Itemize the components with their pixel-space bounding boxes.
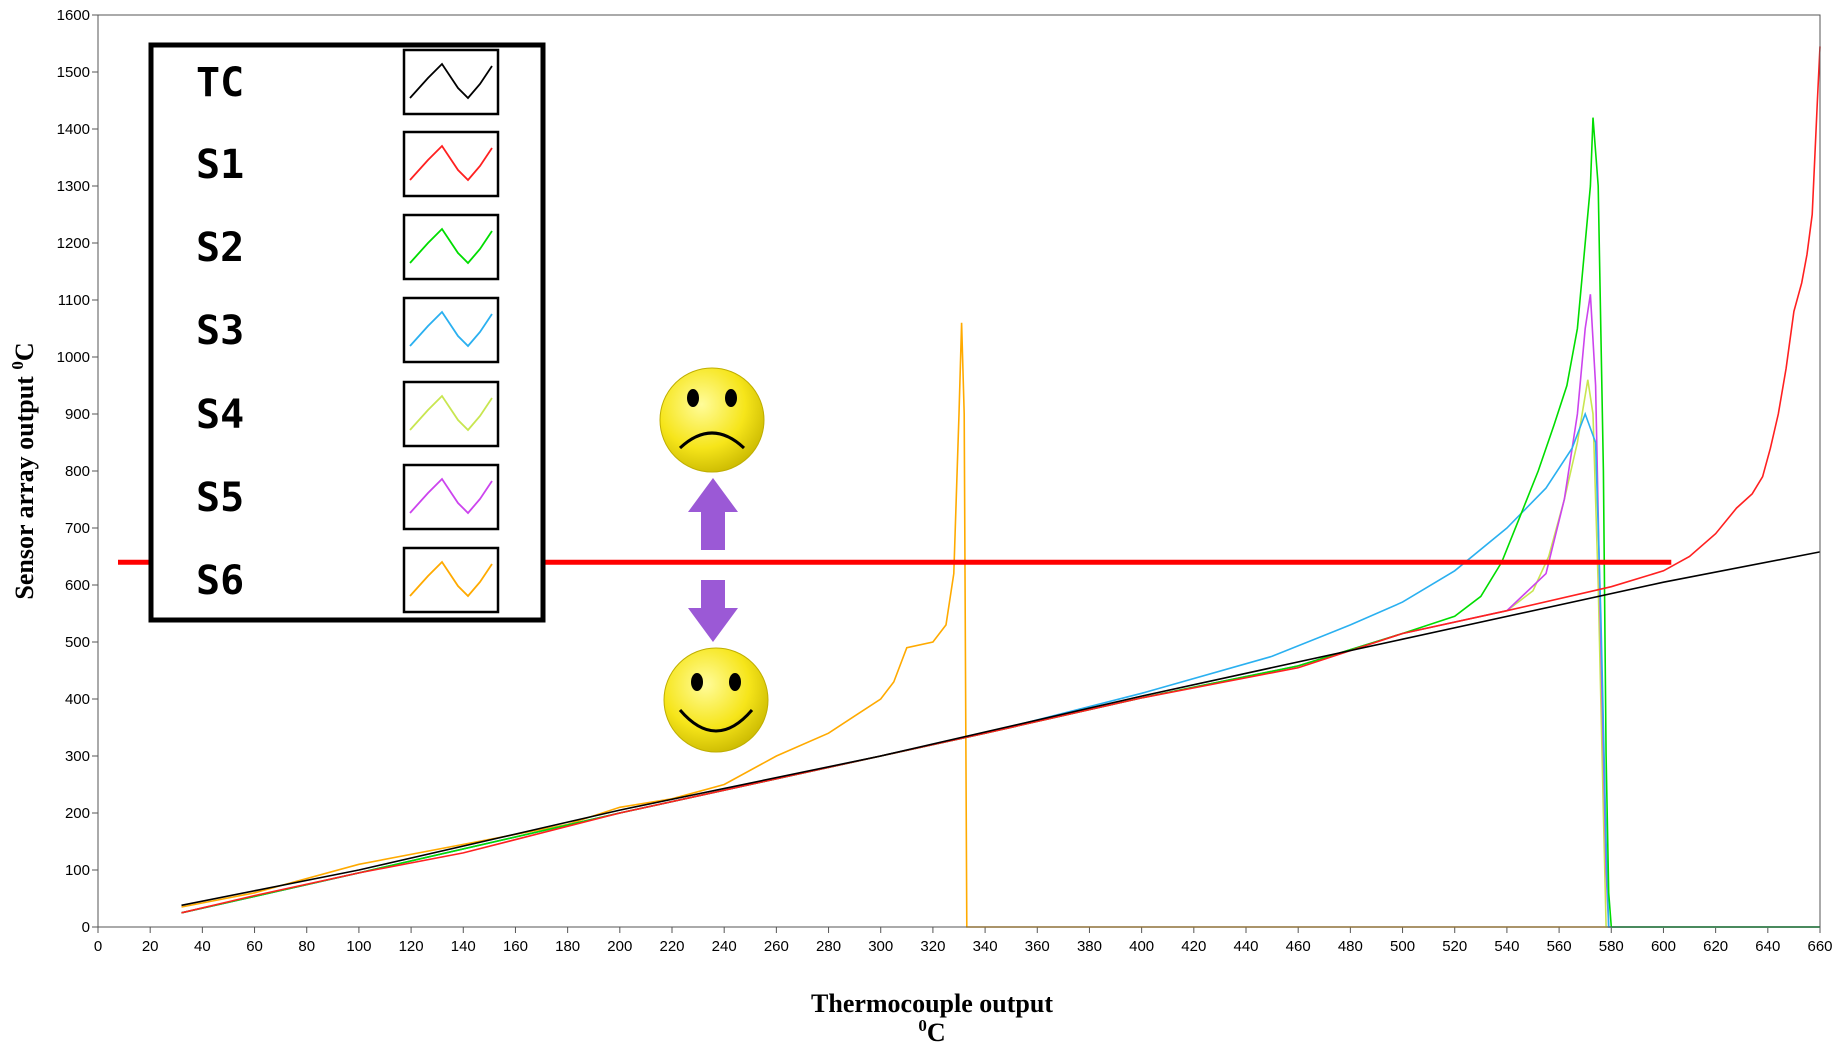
x-tick-label: 400: [1129, 938, 1154, 955]
legend-label-s4: S4: [196, 392, 244, 438]
x-tick-label: 160: [503, 938, 528, 955]
x-tick-label: 560: [1547, 938, 1572, 955]
legend-swatch-box: [402, 546, 500, 614]
legend-swatch-s6: [409, 560, 493, 598]
x-tick-label: 60: [246, 938, 263, 955]
y-tick-label: 200: [65, 805, 90, 822]
legend-label-s1: S1: [196, 142, 244, 188]
x-tick-label: 220: [659, 938, 684, 955]
x-tick-label: 340: [973, 938, 998, 955]
x-tick-label: 140: [451, 938, 476, 955]
y-axis-label-text: Sensor array output: [10, 370, 39, 600]
x-tick-label: 600: [1651, 938, 1676, 955]
legend-swatch-s3: [409, 310, 493, 348]
y-tick-label: 0: [82, 919, 90, 936]
legend-label-s6: S6: [196, 558, 244, 604]
x-tick-label: 420: [1181, 938, 1206, 955]
legend-items: TC S1 S2 S3 S4 S5 S6: [196, 48, 500, 614]
series-layer: [181, 46, 1821, 928]
legend-swatch-box: [402, 48, 500, 116]
x-tick-label: 280: [816, 938, 841, 955]
x-tick-label: 660: [1807, 938, 1832, 955]
series-line-tc: [181, 551, 1821, 907]
x-tick-label: 120: [399, 938, 424, 955]
legend-swatch-s4: [409, 394, 493, 432]
x-tick-label: 20: [142, 938, 159, 955]
x-tick-label: 80: [298, 938, 315, 955]
y-tick-label: 1500: [57, 64, 90, 81]
legend-label-s2: S2: [196, 225, 244, 271]
x-tick-label: 580: [1599, 938, 1624, 955]
y-tick-label: 700: [65, 520, 90, 537]
y-tick-label: 1100: [58, 292, 90, 309]
x-tick-label: 240: [712, 938, 737, 955]
x-tick-label: 520: [1442, 938, 1467, 955]
x-tick-label: 540: [1494, 938, 1519, 955]
y-axis-ticks: 0 100 200 300 400 500 600 700 800 900 1000 1100 1200…: [57, 7, 98, 936]
y-tick-label: 800: [65, 463, 90, 480]
legend-swatch-s5: [409, 477, 493, 515]
y-tick-label: 300: [65, 748, 90, 765]
x-axis-unit: 0C: [918, 1016, 945, 1045]
x-tick-label: 0: [94, 938, 102, 955]
y-tick-label: 600: [65, 577, 90, 594]
x-tick-label: 360: [1025, 938, 1050, 955]
y-tick-label: 900: [65, 406, 90, 423]
x-axis-ticks: 0 20 40 60 80 100 120 140 160 180 200 220 240 260 280 3…: [94, 927, 1833, 955]
legend: TC S1 S2 S3 S4 S5 S6: [148, 42, 546, 623]
y-tick-label: 1300: [57, 178, 90, 195]
series-line-s1: [181, 46, 1821, 914]
sad-face-icon: [659, 367, 765, 473]
x-tick-label: 100: [346, 938, 371, 955]
y-tick-label: 1000: [57, 349, 90, 366]
x-tick-label: 640: [1755, 938, 1780, 955]
x-tick-label: 380: [1077, 938, 1102, 955]
x-tick-label: 300: [868, 938, 893, 955]
x-tick-label: 320: [920, 938, 945, 955]
x-tick-label: 40: [194, 938, 211, 955]
plot-frame: [97, 14, 1821, 928]
y-tick-label: 400: [65, 691, 90, 708]
y-axis-label-unit: C: [10, 342, 39, 361]
legend-swatch-s1: [409, 144, 493, 182]
legend-swatch-box: [402, 296, 500, 364]
x-tick-label: 440: [1233, 938, 1258, 955]
legend-label-s5: S5: [196, 475, 244, 521]
y-tick-label: 1200: [57, 235, 90, 252]
y-axis-label-degree: 0: [8, 361, 27, 370]
x-axis-unit-letter: C: [927, 1018, 946, 1045]
x-tick-label: 620: [1703, 938, 1728, 955]
y-axis-label: Sensor array output 0C: [8, 342, 39, 599]
x-tick-label: 180: [555, 938, 580, 955]
x-axis-label: Thermocouple output: [811, 989, 1053, 1018]
x-tick-label: 260: [764, 938, 789, 955]
x-tick-label: 200: [607, 938, 632, 955]
x-tick-label: 460: [1286, 938, 1311, 955]
up-arrow: [688, 478, 738, 550]
y-tick-label: 100: [65, 862, 90, 879]
y-tick-label: 1400: [57, 121, 90, 138]
legend-label-s3: S3: [196, 308, 244, 354]
legend-swatch-box: [402, 213, 500, 281]
legend-label-tc: TC: [196, 60, 244, 106]
down-arrow: [688, 580, 738, 642]
y-tick-label: 500: [65, 634, 90, 651]
legend-swatch-s2: [409, 227, 493, 265]
x-tick-label: 480: [1338, 938, 1363, 955]
x-axis-unit-degree: 0: [918, 1016, 927, 1035]
legend-swatch-box: [402, 130, 500, 198]
legend-swatch-box: [402, 463, 500, 531]
legend-swatch-tc: [409, 62, 493, 100]
happy-face-icon: [663, 647, 769, 753]
x-tick-label: 500: [1390, 938, 1415, 955]
legend-swatch-box: [402, 380, 500, 448]
y-tick-label: 1600: [57, 7, 90, 24]
